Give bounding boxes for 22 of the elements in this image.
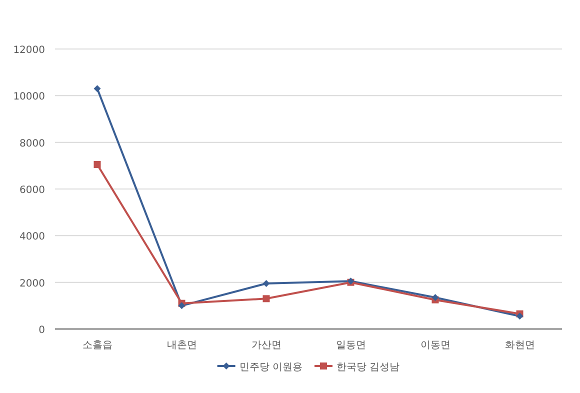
point [94, 85, 101, 92]
legend-label: 한국당 김성남 [336, 362, 400, 373]
point [94, 161, 101, 168]
point [516, 312, 524, 320]
x-tick-label: 화현면 [504, 340, 535, 351]
x-tick-label: 소흘읍 [82, 340, 112, 351]
y-tick-label: 0 [38, 325, 45, 336]
y-tick-label: 10000 [13, 92, 45, 103]
x-tick-label: 이동면 [420, 340, 450, 351]
point [262, 295, 270, 302]
point [432, 294, 439, 301]
x-tick-label: 일동면 [336, 340, 366, 351]
y-tick-label: 12000 [13, 45, 45, 56]
y-tick-label: 4000 [20, 232, 45, 243]
point [178, 302, 186, 310]
point [262, 280, 270, 287]
y-tick-label: 8000 [20, 138, 45, 150]
y-tick-label: 6000 [20, 185, 45, 196]
x-tick-label: 내촌면 [166, 340, 197, 351]
x-tick-label: 가산면 [251, 340, 282, 351]
legend-label: 민주당 이원용 [239, 362, 302, 373]
y-tick-label: 2000 [20, 278, 45, 290]
